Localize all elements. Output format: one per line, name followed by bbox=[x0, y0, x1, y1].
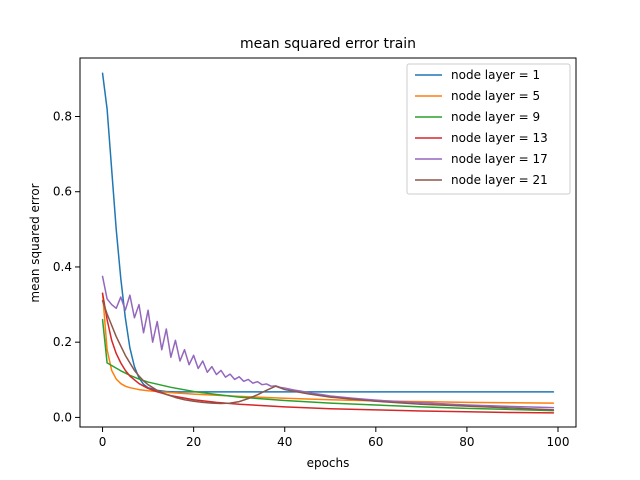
plot-frame bbox=[79, 57, 577, 428]
y-tick-label: 0.0 bbox=[53, 410, 72, 424]
y-tick-label: 0.2 bbox=[53, 335, 72, 349]
y-tick-label: 0.4 bbox=[53, 260, 72, 274]
legend-label-6: node layer = 21 bbox=[451, 173, 548, 187]
y-axis: 0.0 0.2 0.4 0.6 0.8 bbox=[53, 109, 80, 424]
x-tick-label: 80 bbox=[459, 435, 474, 449]
x-axis: 0 20 40 60 80 100 bbox=[99, 427, 570, 449]
x-tick-label: 0 bbox=[99, 435, 107, 449]
x-tick-label: 20 bbox=[186, 435, 201, 449]
series-line-1 bbox=[101, 72, 555, 393]
x-tick-label: 100 bbox=[547, 435, 570, 449]
legend-label-5: node layer = 17 bbox=[451, 152, 548, 166]
y-tick-label: 0.6 bbox=[53, 185, 72, 199]
y-tick-label: 0.8 bbox=[53, 109, 72, 123]
chart-title: mean squared error train bbox=[240, 36, 416, 52]
series-line-3 bbox=[101, 318, 555, 412]
legend-label-1: node layer = 1 bbox=[451, 68, 540, 82]
series-line-2 bbox=[101, 292, 555, 404]
x-tick-label: 40 bbox=[277, 435, 292, 449]
y-axis-label: mean squared error bbox=[28, 183, 42, 302]
plot-layer bbox=[101, 72, 555, 414]
legend-label-3: node layer = 9 bbox=[451, 110, 540, 124]
legend: node layer = 1 node layer = 5 node layer =… bbox=[406, 63, 571, 195]
legend-label-2: node layer = 5 bbox=[451, 89, 540, 103]
legend-label-4: node layer = 13 bbox=[451, 131, 548, 145]
series-line-6 bbox=[101, 300, 555, 411]
legend-box bbox=[406, 63, 571, 195]
x-axis-label: epochs bbox=[307, 456, 350, 470]
x-tick-label: 60 bbox=[368, 435, 383, 449]
series-line-5 bbox=[101, 275, 555, 409]
